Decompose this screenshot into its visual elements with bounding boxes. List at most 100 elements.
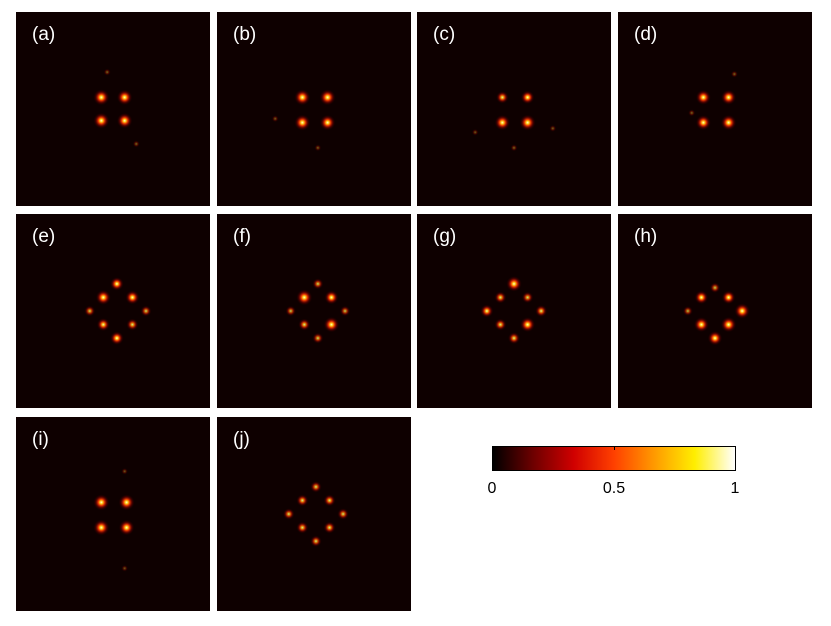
panel-f: (f) [217, 214, 411, 408]
intensity-spot [84, 305, 96, 317]
intensity-spot [682, 306, 693, 316]
intensity-spot [121, 467, 129, 475]
intensity-spot [695, 115, 711, 131]
intensity-spot [323, 521, 336, 534]
panel-b: (b) [217, 12, 411, 206]
intensity-spot [496, 91, 509, 104]
intensity-spot [549, 124, 557, 132]
intensity-spot [494, 114, 511, 131]
intensity-spot [339, 305, 351, 317]
colorbar-tick-label: 0.5 [602, 480, 626, 497]
intensity-spot [720, 114, 737, 131]
intensity-spot [520, 90, 535, 105]
panel-label: (g) [433, 226, 457, 247]
intensity-spot [535, 305, 548, 317]
intensity-spot [271, 115, 279, 123]
intensity-spot [118, 494, 135, 511]
intensity-spot [730, 70, 738, 78]
intensity-spot [110, 277, 124, 291]
colorbar-tick [735, 446, 736, 450]
intensity-spot [323, 316, 340, 333]
intensity-spot [694, 290, 709, 305]
intensity-spot [707, 330, 723, 346]
intensity-spot [96, 318, 110, 332]
panel-label: (f) [233, 226, 251, 247]
intensity-map [271, 89, 336, 152]
intensity-spot [310, 535, 322, 547]
intensity-map [688, 70, 738, 131]
intensity-spot [294, 114, 311, 131]
colorbar-tick-label: 1 [730, 480, 740, 497]
intensity-spot [110, 331, 124, 345]
panel-g: (g) [417, 214, 611, 408]
intensity-map [480, 276, 548, 345]
intensity-spot [116, 112, 133, 129]
panel-a: (a) [16, 12, 210, 206]
panel-d: (d) [618, 12, 812, 206]
panel-label: (c) [433, 24, 456, 45]
colorbar-tick [492, 446, 493, 450]
intensity-spot [121, 564, 129, 572]
intensity-spot [480, 304, 494, 318]
intensity-spot [310, 481, 322, 493]
intensity-spot [285, 305, 296, 317]
panel-j: (j) [217, 417, 411, 611]
intensity-spot [506, 276, 522, 292]
intensity-map [285, 278, 351, 344]
panel-label: (i) [32, 429, 49, 450]
intensity-map [283, 481, 349, 547]
intensity-spot [520, 317, 536, 333]
intensity-spot [324, 290, 339, 305]
intensity-spot [337, 508, 349, 520]
panel-e: (e) [16, 214, 210, 408]
intensity-spot [296, 521, 309, 534]
intensity-spot [103, 68, 111, 76]
intensity-spot [519, 114, 536, 131]
panel-label: (b) [233, 24, 257, 45]
intensity-spot [296, 289, 313, 306]
intensity-spot [471, 128, 479, 136]
intensity-map [471, 90, 557, 152]
panel-label: (d) [634, 24, 658, 45]
intensity-spot [734, 303, 750, 319]
intensity-spot [298, 318, 311, 331]
intensity-spot [116, 89, 133, 106]
intensity-spot [319, 89, 336, 106]
panel-i: (i) [16, 417, 210, 611]
intensity-spot [93, 89, 110, 106]
panel-label: (a) [32, 24, 56, 45]
intensity-map [84, 277, 152, 345]
intensity-spot [688, 109, 696, 117]
intensity-spot [721, 290, 736, 305]
panel-label: (j) [233, 429, 250, 450]
panel-h: (h) [618, 214, 812, 408]
panel-c: (c) [417, 12, 611, 206]
intensity-spot [132, 140, 140, 148]
intensity-spot [314, 144, 322, 152]
intensity-spot [140, 305, 152, 317]
intensity-spot [695, 89, 711, 105]
intensity-spot [93, 112, 110, 129]
intensity-spot [709, 282, 721, 293]
colorbar: 0 0.5 1 [488, 446, 740, 506]
intensity-spot [510, 144, 518, 152]
intensity-spot [721, 89, 737, 105]
intensity-spot [283, 508, 295, 520]
intensity-spot [693, 317, 709, 333]
panel-label: (e) [32, 226, 56, 247]
intensity-map [93, 467, 135, 572]
intensity-spot [125, 290, 140, 305]
intensity-spot [95, 289, 111, 305]
intensity-spot [323, 494, 336, 507]
intensity-spot [521, 291, 534, 304]
intensity-spot [720, 316, 737, 333]
intensity-spot [312, 332, 324, 344]
intensity-spot [494, 318, 507, 331]
intensity-spot [294, 89, 311, 106]
intensity-spot [508, 332, 520, 345]
intensity-map [682, 282, 750, 346]
intensity-spot [118, 519, 135, 536]
intensity-map [93, 68, 140, 148]
panel-label: (h) [634, 226, 658, 247]
intensity-spot [494, 291, 507, 304]
